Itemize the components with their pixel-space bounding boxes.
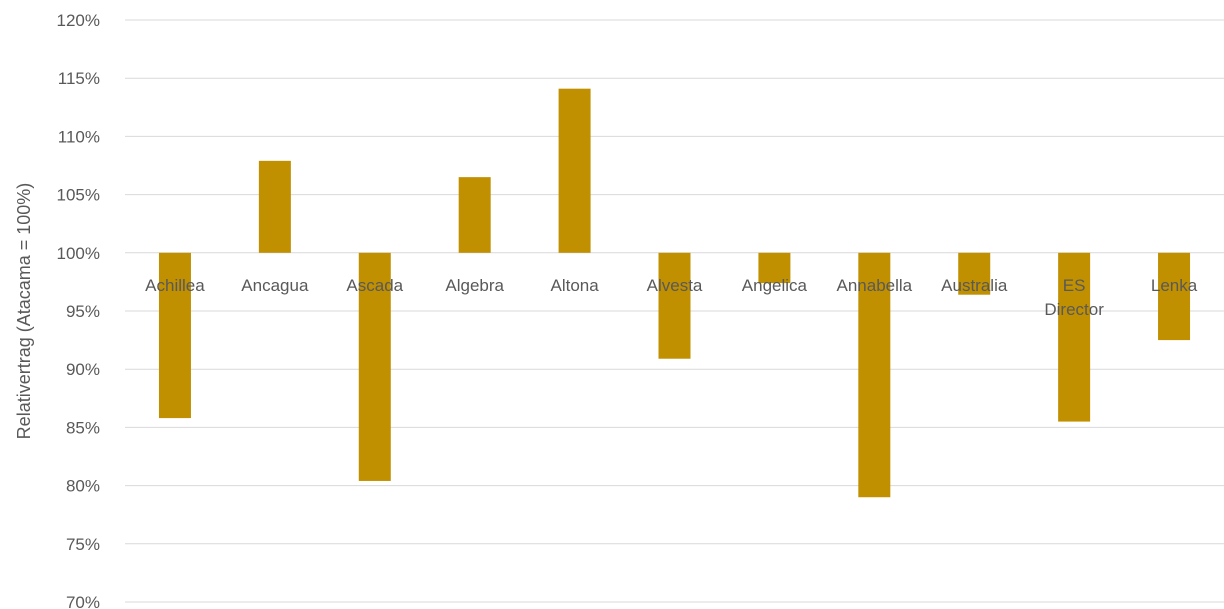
category-labels: Achillea Ancagua Ascada Algebra Altona Alvest… <box>145 276 1198 319</box>
category-label: Alvesta <box>647 276 703 295</box>
category-label: Ancagua <box>241 276 309 295</box>
category-label: ES Director <box>1044 276 1104 319</box>
category-label: Angelica <box>742 276 808 295</box>
y-tick-label: 120% <box>57 11 100 30</box>
category-label: Achillea <box>145 276 205 295</box>
y-tick-label: 115% <box>58 69 100 88</box>
category-label: Lenka <box>1151 276 1198 295</box>
bar <box>858 252 891 498</box>
y-tick-label: 90% <box>66 360 100 379</box>
bar <box>1158 252 1191 341</box>
y-tick-label: 100% <box>57 244 100 263</box>
category-label: Algebra <box>445 276 504 295</box>
y-tick-label: 95% <box>66 302 100 321</box>
bars <box>158 88 1191 498</box>
y-tick-label: 80% <box>66 477 100 496</box>
y-axis-ticks: 70% 75% 80% 85% 90% 95% 100% 105% 110% 115% 120% <box>57 11 100 609</box>
bar <box>358 252 391 481</box>
y-tick-label: 75% <box>66 535 100 554</box>
bar <box>758 252 791 284</box>
bar <box>1058 252 1091 422</box>
bar <box>558 88 591 253</box>
bar <box>958 252 991 295</box>
category-label: Annabella <box>837 276 913 295</box>
y-tick-label: 110% <box>58 127 100 146</box>
y-tick-label: 70% <box>66 593 100 609</box>
bar <box>158 252 191 419</box>
category-label: Australia <box>941 276 1008 295</box>
y-axis-label: Relativertrag (Atacama = 100%) <box>14 183 34 440</box>
category-label: Ascada <box>346 276 403 295</box>
bar <box>458 177 491 253</box>
bar <box>658 252 691 359</box>
y-tick-label: 105% <box>57 186 100 205</box>
y-tick-label: 85% <box>66 418 100 437</box>
category-label: Altona <box>550 276 599 295</box>
bar <box>258 160 291 253</box>
